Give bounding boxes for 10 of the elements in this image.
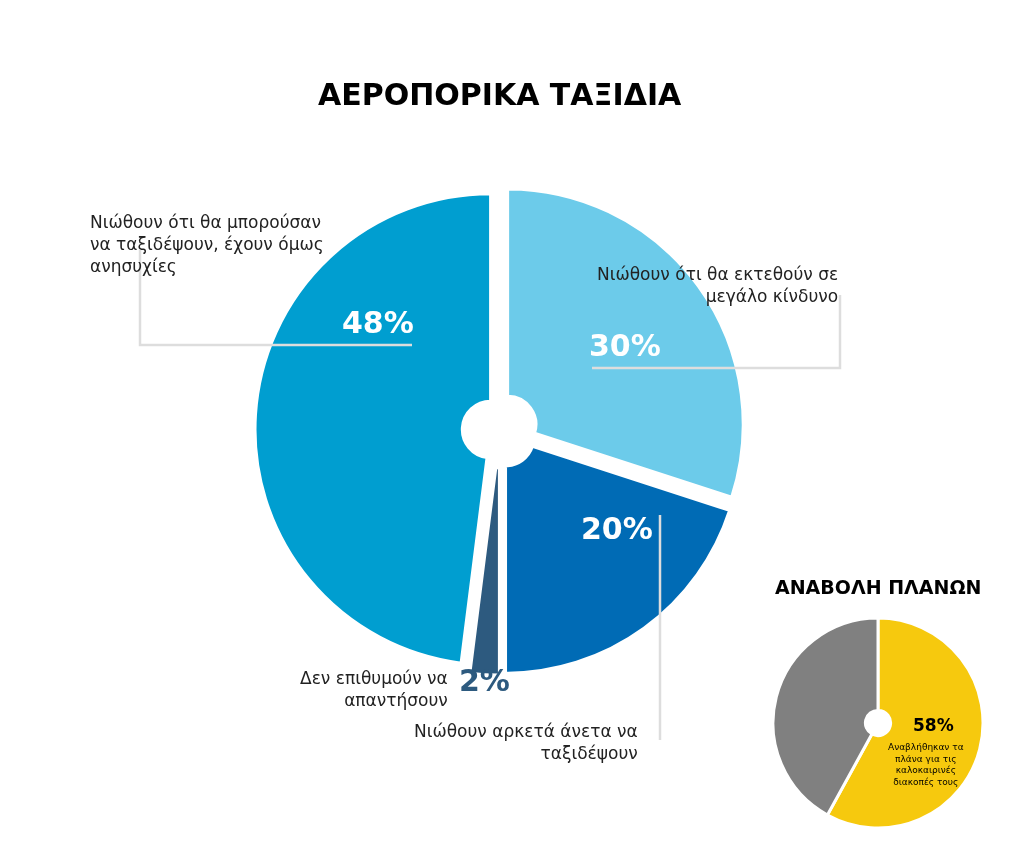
- data-label: 58%: [913, 715, 954, 735]
- slice-label: Νιώθουν αρκετά άνετα να ταξιδέψουν: [414, 721, 638, 764]
- data-label: 30%: [589, 328, 661, 363]
- data-label: 20%: [581, 511, 653, 546]
- slice-label: Αναβλήθηκαν τα πλάνα για τις καλοκαιρινές διακοπές τους: [888, 742, 964, 788]
- slice-label: Δεν επιθυμούν να απαντήσουν: [300, 668, 448, 711]
- chart-title: ΑΝΑΒΟΛΗ ΠΛΑΝΩΝ: [775, 576, 982, 598]
- data-label: 48%: [342, 305, 414, 340]
- chart-title: ΑΕΡΟΠΟΡΙΚΑ ΤΑΞΙΔΙΑ: [318, 77, 683, 112]
- slice-label: Νιώθουν ότι θα μπορούσαν να ταξιδέψουν, έχουν όμως ανησυχίες: [90, 212, 324, 277]
